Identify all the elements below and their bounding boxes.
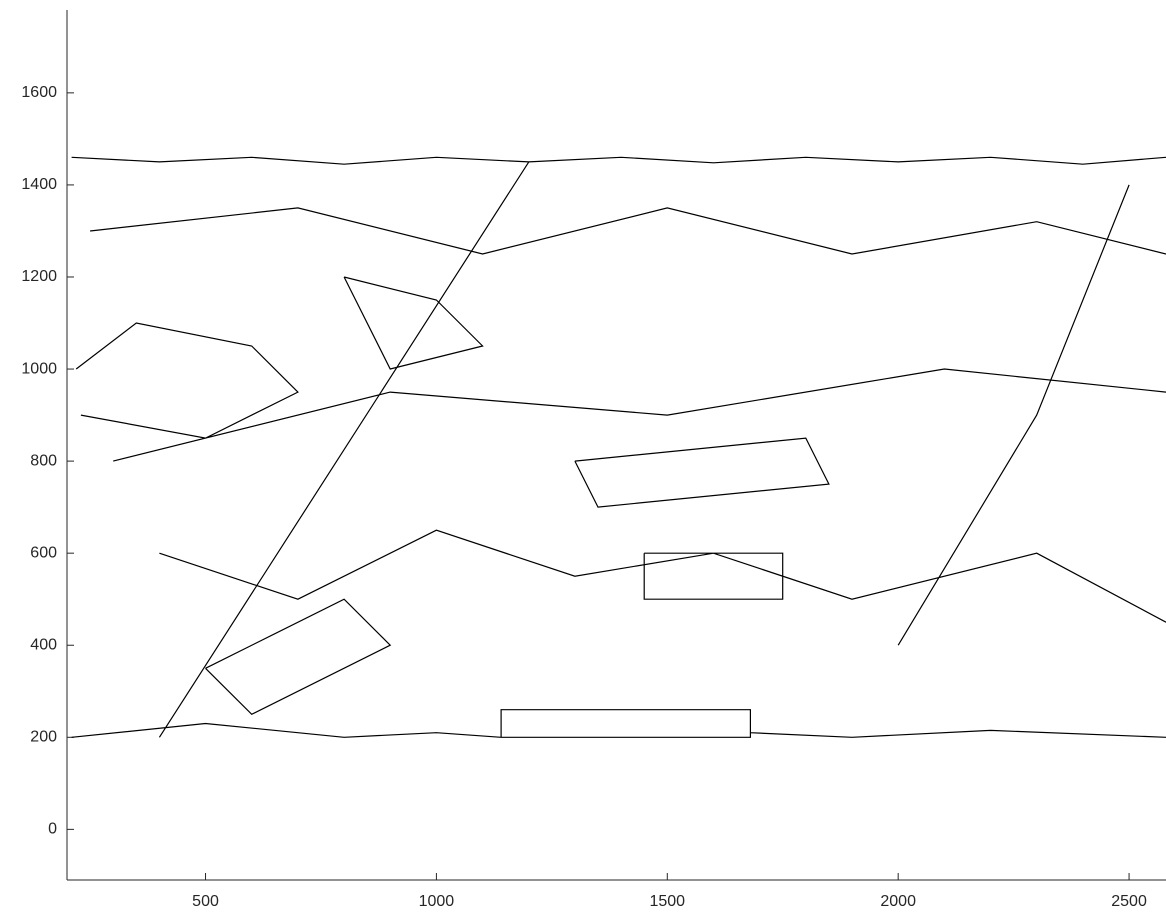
y-tick-label: 1400 [21, 176, 57, 193]
y-tick-label: 1000 [21, 360, 57, 377]
y-tick-label: 600 [30, 544, 57, 561]
data-line [72, 157, 1166, 737]
x-tick-label: 500 [192, 893, 219, 910]
x-tick-label: 2000 [880, 893, 916, 910]
y-tick-label: 400 [30, 636, 57, 653]
y-tick-label: 1600 [21, 84, 57, 101]
y-tick-label: 200 [30, 729, 57, 746]
y-tick-label: 1200 [21, 268, 57, 285]
x-tick-label: 1000 [419, 893, 455, 910]
x-tick-label: 2500 [1111, 893, 1147, 910]
chart: 0 200 400 600 800 1000 1200 1400 1600 500 1000 1500… [0, 0, 1166, 915]
x-tick-label: 1500 [649, 893, 685, 910]
y-tick-label: 0 [48, 821, 57, 838]
y-tick-label: 800 [30, 452, 57, 469]
